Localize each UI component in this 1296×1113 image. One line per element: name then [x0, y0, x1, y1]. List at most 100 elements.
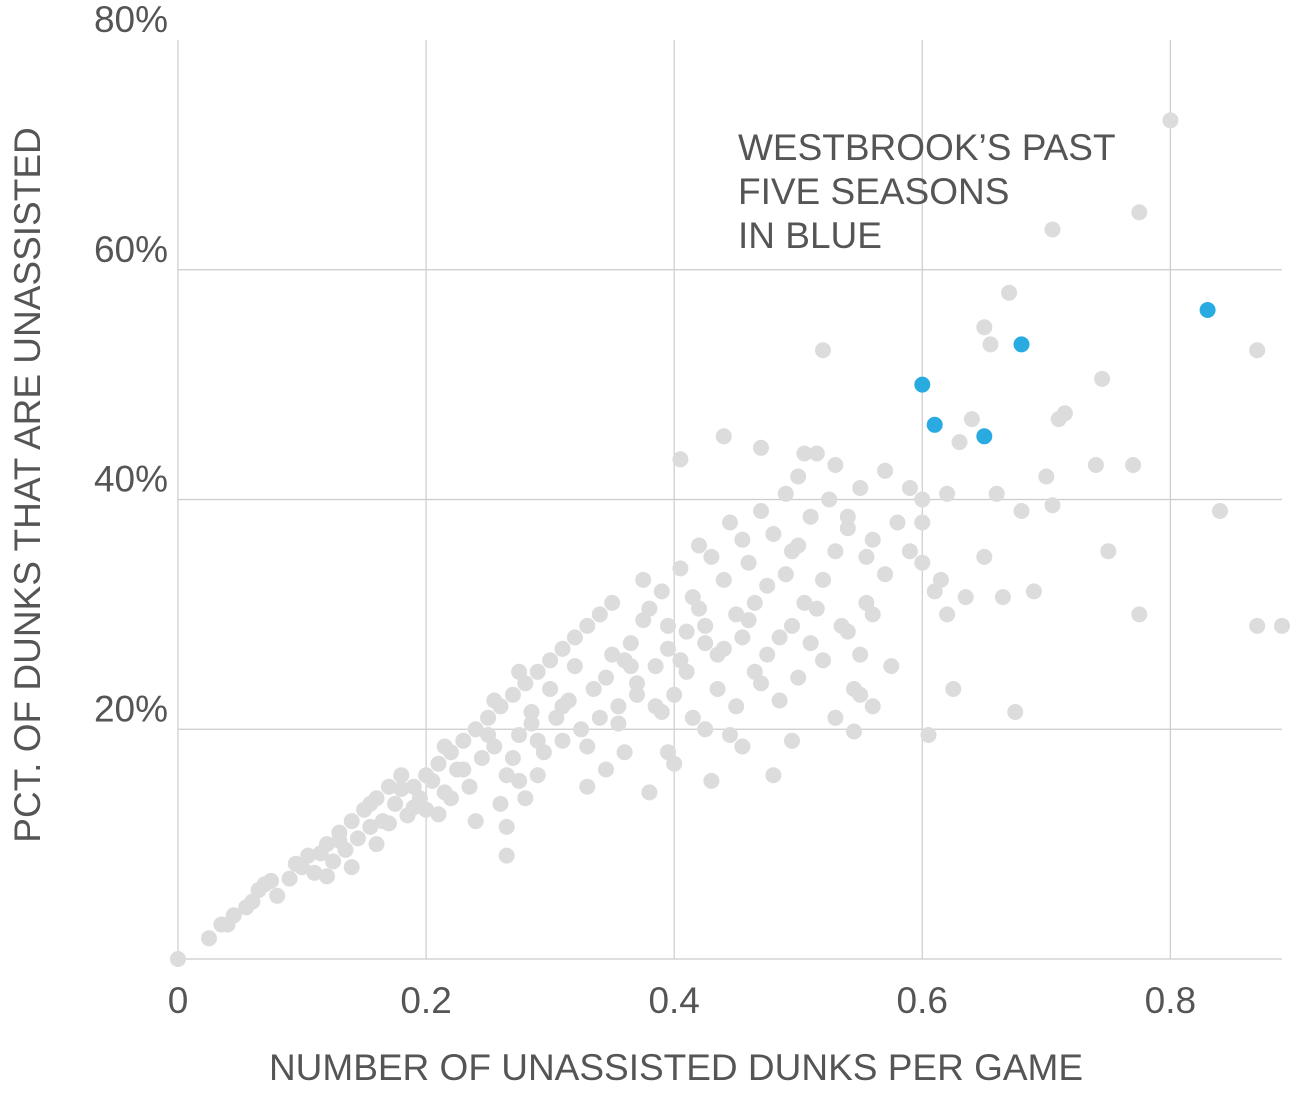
data-point — [554, 698, 571, 715]
x-axis-tick-labels: 0 0.2 0.4 0.6 0.8 — [168, 980, 1196, 1021]
data-point — [343, 813, 360, 830]
data-point — [839, 520, 856, 537]
data-point — [709, 681, 726, 697]
data-point — [1001, 284, 1018, 301]
data-point — [219, 916, 236, 933]
data-point — [442, 790, 459, 807]
data-point — [349, 830, 366, 847]
data-point — [653, 583, 670, 600]
data-point — [579, 738, 596, 755]
x-tick-label: 0.6 — [897, 980, 948, 1021]
data-point — [331, 832, 348, 849]
data-point — [691, 537, 707, 554]
data-points — [170, 112, 1290, 967]
data-point — [1274, 617, 1290, 634]
data-point — [660, 617, 676, 634]
data-point — [579, 778, 596, 795]
data-point — [1131, 606, 1148, 623]
data-point — [734, 531, 751, 548]
data-point — [387, 795, 404, 812]
data-point — [1087, 457, 1104, 473]
data-point — [684, 709, 701, 726]
data-point — [715, 640, 732, 657]
data-point — [492, 795, 509, 812]
gridlines — [177, 40, 1282, 960]
data-point — [1162, 112, 1179, 129]
data-point — [1100, 543, 1117, 560]
x-tick-label: 0.2 — [400, 980, 451, 1021]
data-point — [988, 485, 1005, 502]
data-point — [1131, 204, 1148, 221]
data-point — [591, 606, 608, 623]
highlight-point — [1199, 302, 1216, 318]
data-point — [901, 480, 918, 496]
data-point — [864, 531, 881, 548]
data-point — [418, 767, 435, 784]
data-point — [839, 508, 856, 525]
data-point — [746, 594, 763, 611]
data-point — [529, 732, 546, 749]
data-point — [914, 491, 931, 508]
data-point — [802, 635, 819, 652]
data-point — [498, 767, 515, 784]
data-point — [511, 772, 528, 789]
data-point — [629, 686, 645, 703]
data-point — [362, 795, 379, 812]
data-point — [914, 514, 931, 531]
data-point — [672, 652, 689, 669]
data-point — [455, 761, 472, 778]
data-point — [852, 480, 869, 496]
data-point — [635, 571, 652, 588]
data-point — [573, 721, 590, 738]
data-point — [504, 750, 521, 766]
annotation-line: WESTBROOK’S PAST — [738, 127, 1116, 168]
data-point — [480, 727, 497, 743]
data-point — [325, 853, 342, 870]
highlight-point — [1013, 336, 1030, 353]
data-point — [802, 508, 819, 525]
data-point — [455, 732, 472, 749]
data-point — [616, 744, 633, 761]
data-point — [511, 663, 528, 680]
data-point — [777, 566, 794, 583]
data-point — [263, 872, 279, 889]
data-point — [1125, 457, 1142, 473]
data-point — [808, 600, 825, 617]
highlight-point — [926, 416, 943, 433]
data-point — [920, 727, 937, 743]
data-point — [170, 951, 186, 967]
data-point — [312, 845, 329, 862]
data-point — [393, 767, 410, 784]
data-point — [939, 606, 956, 623]
data-point — [939, 485, 956, 502]
data-point — [790, 669, 807, 686]
data-point — [1038, 468, 1055, 485]
data-point — [598, 669, 614, 686]
data-point — [914, 554, 931, 571]
data-point — [542, 681, 559, 697]
data-point — [269, 887, 286, 904]
data-point — [604, 646, 621, 663]
data-point — [1013, 503, 1030, 519]
data-point — [678, 623, 695, 640]
data-point — [529, 767, 546, 784]
data-point — [436, 738, 453, 755]
data-point — [622, 635, 639, 652]
data-point — [529, 663, 546, 680]
data-point — [641, 784, 658, 801]
data-point — [362, 818, 379, 835]
data-point — [287, 855, 304, 872]
data-point — [418, 801, 435, 818]
data-point — [982, 336, 999, 353]
data-point — [480, 709, 497, 726]
data-point — [461, 778, 478, 795]
annotation-text: WESTBROOK’S PAST FIVE SEASONS IN BLUE — [738, 127, 1116, 256]
y-axis-title: PCT. OF DUNKS THAT ARE UNASSISTED — [7, 127, 48, 842]
annotation-line: FIVE SEASONS — [738, 171, 1009, 212]
data-point — [1025, 583, 1042, 600]
data-point — [771, 692, 788, 709]
data-point — [846, 723, 862, 740]
data-point — [380, 778, 397, 795]
data-point — [660, 640, 676, 657]
data-point — [901, 543, 918, 560]
